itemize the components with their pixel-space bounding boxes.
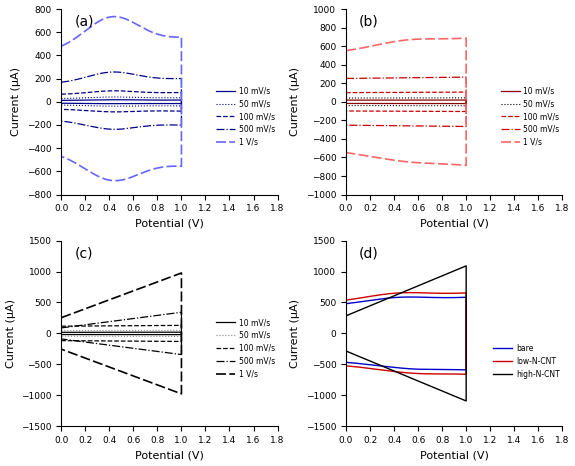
X-axis label: Potential (V): Potential (V): [420, 451, 489, 460]
Text: (b): (b): [359, 14, 379, 28]
Y-axis label: Current (μA): Current (μA): [290, 299, 300, 368]
X-axis label: Potential (V): Potential (V): [135, 219, 204, 229]
Y-axis label: Current (μA): Current (μA): [6, 299, 16, 368]
Legend: 10 mV/s, 50 mV/s, 100 mV/s, 500 mV/s, 1 V/s: 10 mV/s, 50 mV/s, 100 mV/s, 500 mV/s, 1 …: [213, 83, 278, 150]
Text: (c): (c): [74, 246, 93, 260]
X-axis label: Potential (V): Potential (V): [420, 219, 489, 229]
X-axis label: Potential (V): Potential (V): [135, 451, 204, 460]
Y-axis label: Current (μA): Current (μA): [290, 67, 300, 137]
Legend: 10 mV/s, 50 mV/s, 100 mV/s, 500 mV/s, 1 V/s: 10 mV/s, 50 mV/s, 100 mV/s, 500 mV/s, 1 …: [497, 83, 563, 150]
Text: (a): (a): [74, 14, 94, 28]
Text: (d): (d): [359, 246, 379, 260]
Legend: 10 mV/s, 50 mV/s, 100 mV/s, 500 mV/s, 1 V/s: 10 mV/s, 50 mV/s, 100 mV/s, 500 mV/s, 1 …: [213, 315, 278, 382]
Y-axis label: Current (μA): Current (μA): [12, 67, 21, 137]
Legend: bare, low-N-CNT, high-N-CNT: bare, low-N-CNT, high-N-CNT: [490, 341, 563, 382]
